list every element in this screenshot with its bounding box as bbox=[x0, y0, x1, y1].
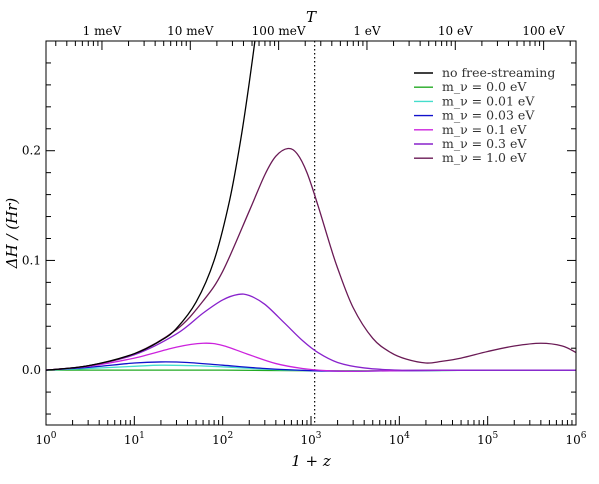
legend-label: m_ν = 0.01 eV bbox=[442, 93, 535, 108]
series-line bbox=[46, 41, 256, 371]
plot-frame bbox=[45, 40, 577, 426]
x-tick-label: 101 bbox=[124, 431, 145, 447]
series-line bbox=[46, 293, 576, 371]
top-tick-label: 1 eV bbox=[353, 24, 381, 38]
x-axis-title: 1 + z bbox=[291, 452, 331, 470]
x-tick-label: 102 bbox=[212, 431, 233, 447]
series-lines bbox=[46, 41, 576, 372]
x-tick-label: 106 bbox=[565, 431, 586, 447]
y-tick-label: 0.1 bbox=[22, 253, 41, 267]
x-tick-label: 105 bbox=[477, 431, 498, 447]
top-axis-title: T bbox=[306, 8, 317, 26]
x-tick-label: 103 bbox=[300, 431, 321, 447]
legend-label: m_ν = 1.0 eV bbox=[442, 150, 527, 165]
y-axis-ticks: 0.0 0.1 0.2 bbox=[22, 40, 576, 415]
top-tick-label: 1 meV bbox=[83, 24, 122, 38]
legend-label: m_ν = 0.0 eV bbox=[442, 79, 527, 94]
x-tick-label: 100 bbox=[35, 431, 56, 447]
legend-label: no free-streaming bbox=[442, 65, 555, 80]
legend-label: m_ν = 0.03 eV bbox=[442, 108, 535, 123]
top-axis-ticks: 1 meV 10 meV 100 meV 1 eV 10 eV 100 eV bbox=[55, 24, 571, 50]
top-tick-label: 100 eV bbox=[522, 24, 565, 38]
legend-label: m_ν = 0.3 eV bbox=[442, 136, 527, 151]
bottom-axis-ticks: 100 101 102 103 104 105 106 bbox=[35, 416, 587, 447]
y-tick-label: 0.0 bbox=[22, 363, 41, 377]
x-tick-label: 104 bbox=[389, 431, 410, 447]
top-tick-label: 100 meV bbox=[252, 24, 306, 38]
legend-label: m_ν = 0.1 eV bbox=[442, 122, 527, 137]
series-line bbox=[46, 147, 576, 371]
y-tick-label: 0.2 bbox=[22, 144, 41, 158]
y-axis-title: ΔH / (Hr) bbox=[3, 198, 21, 270]
top-tick-label: 10 meV bbox=[167, 24, 214, 38]
top-tick-label: 10 eV bbox=[438, 24, 473, 38]
